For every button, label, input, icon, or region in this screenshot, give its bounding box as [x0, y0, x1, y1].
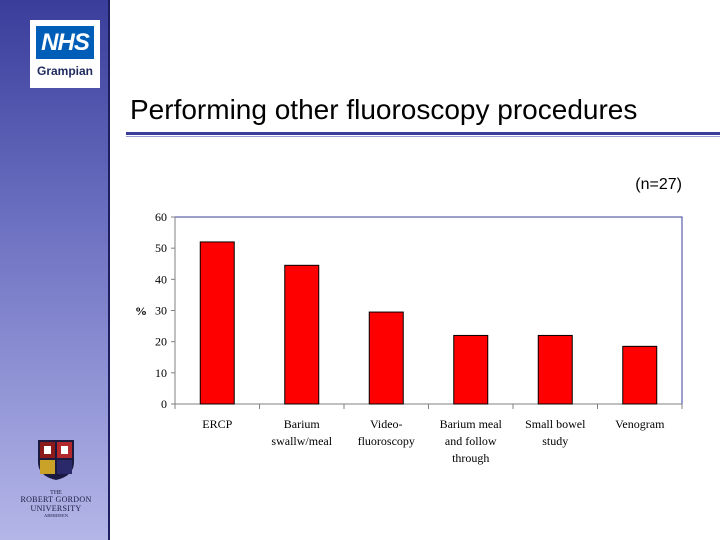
- title-divider-thin: [126, 136, 720, 137]
- y-tick-label: 30: [155, 304, 167, 318]
- y-axis-label: %: [135, 304, 147, 318]
- bar: [284, 264, 320, 405]
- title-divider: [126, 132, 720, 135]
- x-tick-label: Video-: [370, 417, 403, 431]
- bar: [368, 311, 404, 405]
- x-tick-label: Barium meal: [440, 417, 503, 431]
- university-name-2: UNIVERSITY: [30, 503, 82, 513]
- x-tick-label: and follow: [445, 434, 497, 448]
- x-tick-label: through: [452, 451, 489, 465]
- y-tick-label: 0: [161, 397, 167, 411]
- university-name-1: ROBERT GORDON: [20, 495, 92, 505]
- plot-area: [174, 216, 683, 405]
- x-tick-label: swallw/meal: [271, 434, 332, 448]
- slide-title: Performing other fluoroscopy procedures: [130, 94, 638, 125]
- x-tick-label: Small bowel: [525, 417, 586, 431]
- nhs-logo: NHS Grampian: [30, 20, 100, 88]
- university-the: THE: [50, 490, 62, 496]
- university-city: ABERDEEN: [44, 513, 68, 519]
- bar: [453, 334, 489, 405]
- nhs-logo-mark: NHS: [36, 26, 94, 59]
- y-tick-label: 10: [155, 366, 167, 380]
- university-logo: THE ROBERT GORDON UNIVERSITY ABERDEEN: [8, 438, 104, 519]
- bar: [537, 334, 573, 405]
- bar: [622, 345, 658, 405]
- crest-icon: [38, 440, 74, 480]
- bar-chart: 0 10 20 30 40 50 60% ERCP Barium swallw/meal Video…: [135, 210, 683, 465]
- x-tick-label: study: [542, 434, 568, 448]
- y-tick-label: 60: [155, 210, 167, 224]
- sample-size-label: (n=27): [635, 176, 682, 193]
- x-tick-label: ERCP: [202, 417, 232, 431]
- y-tick-label: 40: [155, 272, 167, 286]
- bar: [199, 241, 235, 405]
- y-tick-label: 20: [155, 335, 167, 349]
- nhs-logo-region: Grampian: [36, 64, 93, 78]
- y-tick-label: 50: [155, 241, 167, 255]
- x-tick-label: Barium: [284, 417, 321, 431]
- x-tick-label: fluoroscopy: [358, 434, 415, 448]
- x-tick-label: Venogram: [615, 417, 665, 431]
